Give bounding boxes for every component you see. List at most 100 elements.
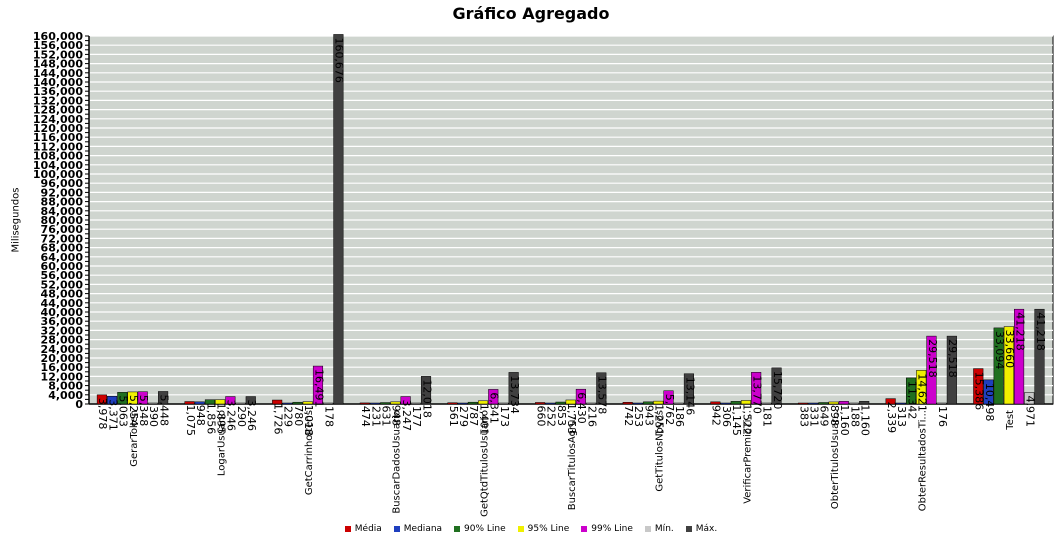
bar xyxy=(761,402,772,405)
bar-value-label: 313 xyxy=(895,406,908,427)
bar-value-label: 1,753 xyxy=(565,403,578,435)
bar xyxy=(683,373,694,405)
bar-value-label: 15,720 xyxy=(771,371,784,410)
bar xyxy=(916,370,927,405)
x-tick-label: GetCarrinhoItens xyxy=(304,410,315,495)
legend-swatch xyxy=(644,526,651,532)
bar xyxy=(1014,308,1025,405)
bar xyxy=(498,402,509,405)
bar xyxy=(740,400,752,405)
bar xyxy=(808,402,819,405)
y-tick-label: 0 xyxy=(75,398,83,411)
x-tick-label: GerarToken xyxy=(129,410,140,467)
bar-value-label: 1,726 xyxy=(271,403,284,435)
bar xyxy=(1003,326,1014,405)
bar xyxy=(545,402,556,405)
y-tick-label: 92,000 xyxy=(41,186,84,199)
bar xyxy=(946,335,957,405)
bar-value-label: 16,491 xyxy=(312,369,325,408)
bar-value-label: 3,246 xyxy=(245,400,258,432)
bar xyxy=(983,379,994,405)
y-tick-label: 4,000 xyxy=(48,389,83,402)
y-tick-label: 52,000 xyxy=(41,278,84,291)
y-tick-label: 104,000 xyxy=(33,159,83,172)
bar xyxy=(302,401,313,405)
y-tick-label: 48,000 xyxy=(41,288,84,301)
bar-value-label: 216 xyxy=(585,406,598,427)
bar xyxy=(312,365,324,405)
bar-value-label: 29,518 xyxy=(926,339,939,378)
y-tick-label: 160,000 xyxy=(33,30,83,43)
bar-value-label: 181 xyxy=(761,406,774,427)
bar-value-label: 178 xyxy=(322,406,335,427)
y-tick-label: 72,000 xyxy=(41,232,84,245)
legend-swatch xyxy=(344,526,351,532)
bar-value-label: 13,734 xyxy=(508,375,521,414)
bar xyxy=(96,394,107,405)
bar-value-label: 474 xyxy=(359,406,372,427)
bar-value-label: 290 xyxy=(235,406,248,427)
y-tick-label: 84,000 xyxy=(41,205,84,218)
bar xyxy=(245,396,256,405)
bar xyxy=(333,34,344,405)
bar-value-label: 13,578 xyxy=(596,376,609,415)
bar-value-label: 5,448 xyxy=(157,394,170,426)
bar xyxy=(369,402,381,405)
bar xyxy=(622,402,633,405)
bar xyxy=(1034,308,1045,405)
bar xyxy=(282,402,293,405)
x-tick-label: Test xyxy=(1005,410,1016,431)
bar-value-label: 10,498 xyxy=(983,383,996,421)
y-tick-label: 120,000 xyxy=(33,122,83,135)
bar-value-label: 383 xyxy=(797,406,810,427)
bar-value-label: 4,971 xyxy=(1024,396,1037,428)
bar xyxy=(565,399,576,405)
legend-label: Mediana xyxy=(403,524,443,534)
bar-value-label: 948 xyxy=(194,405,207,426)
y-tick-label: 128,000 xyxy=(33,104,83,117)
bar-value-label: 561 xyxy=(447,406,460,427)
bar-value-label: 41,218 xyxy=(1034,312,1047,351)
bar xyxy=(457,402,468,405)
bar xyxy=(838,401,849,405)
y-tick-label: 80,000 xyxy=(41,214,84,227)
bar-value-label: 160,676 xyxy=(333,37,346,83)
y-tick-label: 28,000 xyxy=(41,334,84,347)
bar-value-label: 1,145 xyxy=(730,404,743,436)
y-tick-label: 144,000 xyxy=(33,67,83,80)
y-tick-label: 20,000 xyxy=(41,352,84,365)
x-tick-label: GetQtdTitulosUsuario xyxy=(479,410,490,517)
legend-swatch xyxy=(454,526,461,532)
bar xyxy=(508,372,519,405)
y-tick-label: 152,000 xyxy=(33,48,83,61)
bar xyxy=(936,402,947,405)
legend-label: 95% Line xyxy=(527,524,570,534)
y-tick-label: 112,000 xyxy=(33,140,83,153)
bar-value-label: 1,160 xyxy=(859,404,872,436)
y-tick-label: 148,000 xyxy=(33,58,83,71)
bar xyxy=(818,402,829,405)
x-tick-label: BuscarDadosUsuario xyxy=(392,410,403,514)
bar xyxy=(751,372,762,405)
legend-label: Máx. xyxy=(695,524,718,534)
legend: Média Mediana 90% Line 95% Line 99% Line Mín.… xyxy=(0,524,1062,534)
bar-value-label: 41,218 xyxy=(1013,312,1026,351)
bar xyxy=(410,402,421,405)
bar xyxy=(720,402,731,405)
bar-value-label: 787 xyxy=(467,405,480,426)
bar-value-label: 3,247 xyxy=(400,400,413,432)
bar-value-label: 13,770 xyxy=(750,375,763,414)
x-tick-label: VerificarPremioTi... xyxy=(742,410,753,504)
bar-value-label: 780 xyxy=(292,405,305,426)
bar xyxy=(653,400,664,405)
y-tick-label: 96,000 xyxy=(41,177,84,190)
bar-value-label: 253 xyxy=(632,406,645,427)
bar-value-label: 943 xyxy=(642,405,655,426)
bar-value-label: 948 xyxy=(390,405,403,426)
y-tick-label: 156,000 xyxy=(33,39,83,52)
bar-value-label: 176 xyxy=(936,406,949,427)
bar xyxy=(400,396,411,405)
y-tick-label: 76,000 xyxy=(41,223,84,236)
legend-label: Mín. xyxy=(654,524,674,534)
bar xyxy=(194,401,205,405)
